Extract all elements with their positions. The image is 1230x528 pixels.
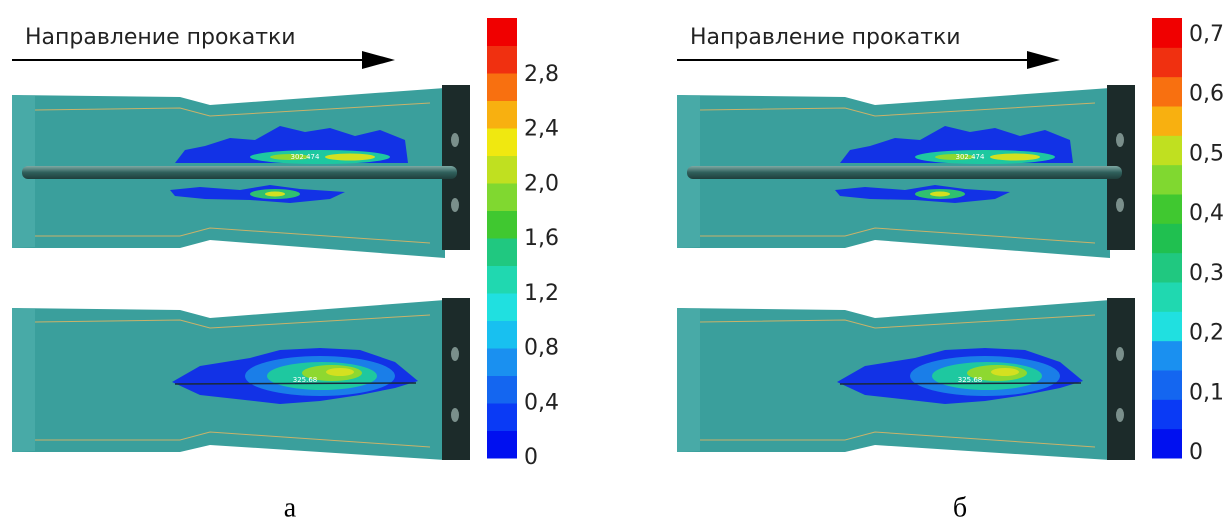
colorbar-band bbox=[1152, 370, 1182, 400]
simulation-upper bbox=[12, 85, 470, 258]
panel-caption: а bbox=[284, 492, 297, 523]
colorbar-band bbox=[487, 73, 517, 101]
colorbar-band bbox=[1152, 311, 1182, 341]
colorbar-label: 0,7 bbox=[1189, 22, 1224, 47]
colorbar-band bbox=[1152, 47, 1182, 77]
colorbar-label: 0,5 bbox=[1189, 141, 1224, 166]
colorbar-label: 0 bbox=[524, 445, 538, 470]
colorbar-label: 0,8 bbox=[524, 336, 559, 361]
colorbar-band bbox=[1152, 429, 1182, 459]
colorbar-label: 2,0 bbox=[524, 171, 559, 196]
colorbar-label: 0 bbox=[1189, 440, 1203, 465]
colorbar-band bbox=[487, 238, 517, 266]
colorbar-band bbox=[1152, 223, 1182, 253]
colorbar-band bbox=[1152, 135, 1182, 165]
upper-value-label: 302.474 bbox=[291, 153, 320, 161]
simulation-lower bbox=[12, 298, 470, 460]
panel: Направление прокатки 302.474 325.68 0 0,4 0,8… bbox=[12, 18, 559, 523]
direction-label: Направление прокатки bbox=[25, 25, 296, 50]
direction-label: Направление прокатки bbox=[690, 25, 961, 50]
colorbar-band bbox=[1152, 282, 1182, 312]
colorbar-label: 0,2 bbox=[1189, 321, 1224, 346]
colorbar-band bbox=[487, 46, 517, 74]
colorbar-band bbox=[1152, 106, 1182, 136]
colorbar-label: 2,4 bbox=[524, 117, 559, 142]
colorbar-label: 0,3 bbox=[1189, 261, 1224, 286]
colorbar-band bbox=[487, 266, 517, 294]
colorbar-band bbox=[1152, 165, 1182, 195]
colorbar-label: 0,4 bbox=[1189, 201, 1224, 226]
colorbar-band bbox=[1152, 341, 1182, 371]
simulation-lower bbox=[677, 298, 1135, 460]
colorbar-band bbox=[487, 293, 517, 321]
colorbar-label: 0,4 bbox=[524, 390, 559, 415]
lower-value-label: 325.68 bbox=[958, 376, 983, 384]
colorbar-band bbox=[487, 18, 517, 46]
colorbar-band bbox=[487, 183, 517, 211]
colorbar-band bbox=[487, 321, 517, 349]
colorbar-label: 0,6 bbox=[1189, 82, 1224, 107]
simulation-upper bbox=[677, 85, 1135, 258]
colorbar-band bbox=[487, 211, 517, 239]
colorbar-label: 0,1 bbox=[1189, 380, 1224, 405]
colorbar-band bbox=[1152, 399, 1182, 429]
arrow-head bbox=[362, 51, 395, 69]
colorbar-band bbox=[487, 403, 517, 431]
colorbar-band bbox=[1152, 77, 1182, 107]
arrow-head bbox=[1027, 51, 1060, 69]
colorbar-band bbox=[487, 348, 517, 376]
colorbar-band bbox=[487, 431, 517, 459]
figure: Направление прокатки 302.474 325.68 0 0,4 0,8… bbox=[0, 0, 1230, 528]
colorbar-band bbox=[487, 101, 517, 129]
colorbar-label: 1,6 bbox=[524, 226, 559, 251]
colorbar-label: 2,8 bbox=[524, 62, 559, 87]
colorbar-band bbox=[1152, 194, 1182, 224]
colorbar-label: 1,2 bbox=[524, 281, 559, 306]
panel-caption: б bbox=[953, 492, 967, 523]
colorbar-band bbox=[1152, 253, 1182, 283]
colorbar-band bbox=[487, 128, 517, 156]
colorbar-band bbox=[1152, 18, 1182, 48]
colorbar-band bbox=[487, 156, 517, 184]
colorbar-band bbox=[487, 376, 517, 404]
upper-value-label: 302.474 bbox=[956, 153, 985, 161]
panel: Направление прокатки 302.474 325.68 0 0,1 0,2… bbox=[677, 18, 1224, 523]
lower-value-label: 325.68 bbox=[293, 376, 318, 384]
